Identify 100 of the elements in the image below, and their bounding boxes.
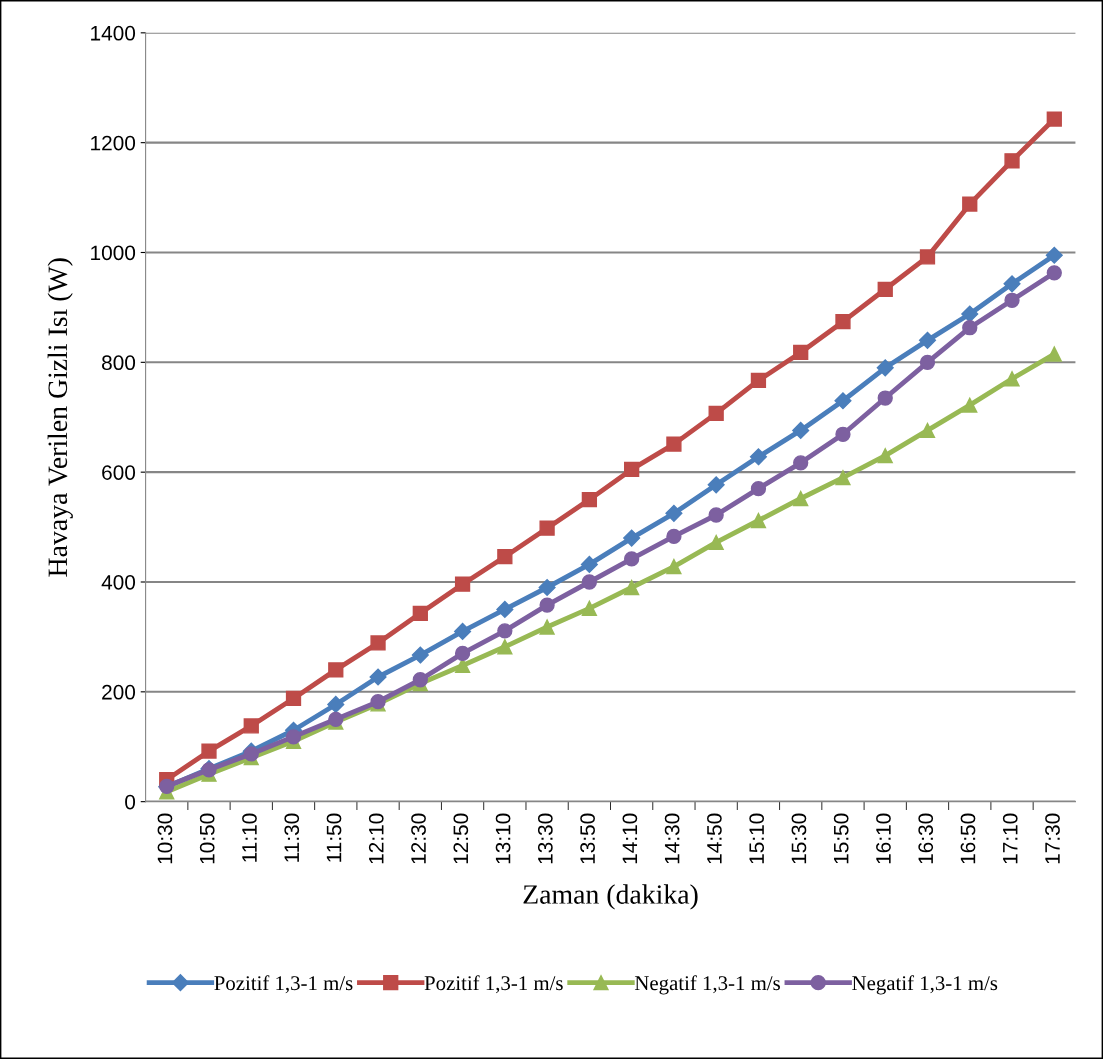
point (666, 558, 682, 575)
y-tick-label: 800 (102, 355, 136, 371)
x-tick-label: 12:30 (411, 813, 426, 864)
point (243, 718, 259, 734)
x-tick-label: 11:50 (326, 813, 342, 862)
point (581, 574, 598, 590)
y-tick-label: 200 (102, 684, 136, 700)
y-tick-label: 1000 (91, 245, 136, 261)
x-tick-label: 15:30 (791, 813, 807, 864)
point (792, 421, 810, 439)
x-tick-label: 10:50 (199, 813, 215, 864)
point (328, 662, 344, 678)
x-tick-label: 13:10 (495, 813, 511, 864)
point (708, 405, 724, 422)
point (793, 490, 809, 507)
point (1003, 275, 1021, 293)
point (1004, 292, 1020, 308)
point (919, 354, 936, 370)
point (539, 619, 555, 635)
point (624, 551, 640, 567)
point (750, 512, 767, 529)
point (665, 504, 683, 522)
y-tick-label: 400 (101, 575, 136, 590)
point (454, 576, 471, 592)
x-tick-label: 14:10 (622, 813, 638, 864)
x-tick-label: 16:10 (876, 813, 891, 864)
point (793, 344, 809, 361)
legend-label: Negatif 1,3-1 m/s (852, 975, 998, 995)
x-tick-label: 12:10 (368, 813, 384, 864)
point (918, 331, 937, 349)
y-tick-label: 0 (125, 794, 136, 810)
point (793, 455, 809, 471)
legend-label: Negatif 1,3-1 m/s (634, 975, 780, 995)
point (454, 622, 472, 640)
x-tick-label: 15:10 (749, 813, 765, 864)
x-tick-label: 16:30 (918, 813, 934, 864)
x-tick-label: 14:30 (664, 813, 680, 864)
point (961, 305, 979, 323)
x-tick-label: 14:50 (707, 813, 722, 864)
point (835, 314, 851, 330)
y-tick-label: 1400 (91, 25, 136, 41)
point (919, 422, 936, 439)
point (539, 597, 555, 613)
point (750, 372, 767, 389)
point (962, 397, 978, 413)
point (877, 281, 893, 297)
point (834, 392, 852, 410)
point (919, 249, 936, 265)
point (750, 480, 767, 497)
point (707, 476, 725, 494)
y-axis-title: Havaya Verilen Gizli Isı (W) (47, 258, 73, 577)
point (1045, 246, 1063, 264)
point (412, 605, 428, 621)
point (835, 426, 851, 442)
x-tick-label: 13:50 (580, 813, 595, 864)
point (877, 390, 893, 406)
point (1004, 153, 1020, 169)
point (962, 196, 978, 212)
point (581, 600, 598, 616)
point (412, 672, 428, 688)
legend-label: Pozitif 1,3-1 m/s (424, 975, 563, 994)
point (327, 695, 345, 714)
point (666, 528, 682, 545)
x-tick-label: 10:30 (157, 813, 173, 864)
point (454, 645, 471, 662)
point (1046, 111, 1062, 127)
point (624, 461, 640, 478)
x-tick-label: 17:10 (1002, 813, 1018, 864)
point (835, 470, 851, 486)
point (539, 520, 555, 536)
x-tick-label: 12:50 (453, 813, 469, 864)
point (666, 436, 682, 452)
point (1046, 265, 1062, 281)
point (538, 578, 556, 597)
x-tick-label: 11:30 (284, 813, 300, 862)
point (369, 668, 387, 686)
point (285, 729, 302, 745)
x-tick-label: 17:30 (1045, 813, 1060, 864)
x-tick-label: 11:10 (242, 813, 257, 862)
point (877, 448, 893, 464)
point (497, 623, 513, 639)
point (1004, 371, 1020, 387)
point (496, 600, 514, 619)
point (962, 320, 978, 336)
x-axis-title: Zaman (dakika) (523, 884, 698, 910)
point (497, 639, 513, 655)
point (581, 491, 598, 508)
point (201, 743, 217, 759)
y-tick-label: 600 (102, 465, 136, 480)
point (580, 555, 598, 573)
point (623, 529, 641, 547)
x-tick-label: 13:30 (537, 813, 553, 864)
point (708, 507, 724, 523)
point (370, 635, 386, 651)
point (243, 746, 259, 762)
y-tick-label: 1200 (91, 135, 136, 151)
x-tick-label: 15:50 (833, 813, 849, 864)
point (1046, 346, 1062, 362)
x-tick-label: 16:50 (960, 813, 976, 864)
legend-label: Pozitif 1,3-1 m/s (214, 975, 353, 994)
